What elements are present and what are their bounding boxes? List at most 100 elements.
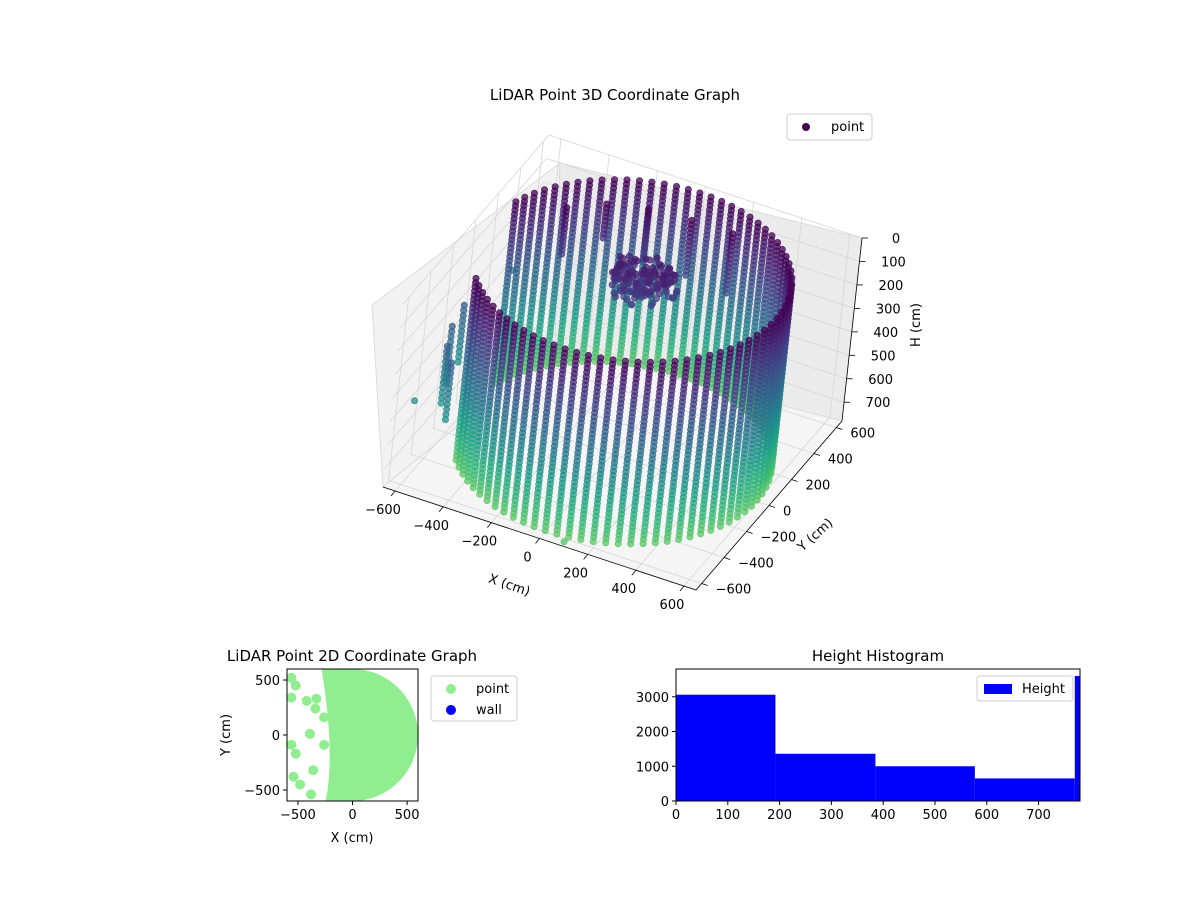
point-2d (288, 771, 299, 782)
chart-2d-title: LiDAR Point 2D Coordinate Graph (227, 647, 477, 665)
point-3d (682, 271, 690, 279)
point-3d (464, 477, 472, 485)
x-tick-label-hist: 100 (715, 808, 740, 823)
x-tick-label-2d: 500 (395, 808, 420, 823)
x-tick-label-3d: 600 (660, 598, 685, 613)
x-tick-label-3d: −400 (413, 519, 449, 534)
x-tick-label-3d: 400 (611, 582, 636, 597)
point-3d (686, 533, 694, 541)
point-3d (558, 250, 566, 258)
point-3d (476, 490, 484, 498)
x-tick-label-hist: 400 (871, 808, 896, 823)
point-3d (469, 484, 477, 492)
z-axis-label-3d: H (cm) (909, 303, 924, 347)
point-3d (599, 234, 607, 242)
y-axis-label-3d: Y (cm) (794, 516, 836, 556)
point-3d (631, 294, 639, 302)
z-tick-label-3d: 500 (871, 349, 896, 364)
legend-2d-wall-label: wall (476, 703, 502, 718)
chart-3d-title: LiDAR Point 3D Coordinate Graph (490, 86, 740, 104)
point-3d (614, 540, 622, 548)
y-tick-label-2d: 500 (255, 674, 280, 689)
point-3d (553, 530, 561, 538)
point-region-2d (321, 669, 418, 801)
histogram-bar (974, 778, 1075, 801)
z-tick-label-3d: 200 (878, 279, 903, 294)
legend-3d-point-label: point (831, 120, 864, 135)
z-tick-label-3d: 400 (873, 326, 898, 341)
point-3d (577, 535, 585, 543)
grid-y--600 (388, 297, 702, 584)
point-3d (637, 293, 645, 301)
point-3d (632, 270, 640, 278)
point-3d (663, 537, 671, 545)
y-tick-label-2d: −500 (244, 784, 280, 799)
x-tick-3d (679, 585, 685, 592)
point-2d (306, 789, 317, 800)
point-3d (623, 296, 631, 304)
point-3d (725, 518, 733, 526)
point-3d (610, 268, 618, 276)
point-3d (454, 358, 462, 366)
point-3d (589, 537, 597, 545)
y-tick-label-3d: −400 (738, 557, 774, 572)
point-3d (747, 502, 755, 510)
legend-2d-wall-marker (446, 705, 456, 715)
points-2d (287, 669, 418, 801)
point-3d (640, 362, 648, 370)
y-tick-label-hist: 3000 (636, 691, 669, 706)
y-tick-3d (701, 583, 708, 586)
point-3d (608, 281, 616, 289)
point-3d (668, 294, 676, 302)
legend-hist: Height (976, 675, 1074, 702)
point-3d (437, 399, 445, 407)
point-3d (733, 513, 741, 521)
x-tick-label-hist: 600 (974, 808, 999, 823)
point-3d (530, 523, 538, 531)
y-tick-3d (768, 505, 776, 508)
point-3d (611, 293, 619, 301)
point-3d (661, 281, 669, 289)
grid-h-0 (402, 134, 863, 305)
point-3d (667, 278, 675, 286)
y-tick-3d (836, 427, 843, 430)
point-3d (627, 540, 635, 548)
point-3d (722, 289, 730, 297)
z-tick-label-3d: 600 (868, 373, 893, 388)
point-2d (310, 703, 321, 714)
point-3d (483, 496, 491, 504)
point-3d (602, 539, 610, 547)
point-3d (509, 513, 517, 521)
point-3d (619, 282, 627, 290)
points-3d (410, 176, 796, 548)
legend-3d: point (786, 113, 873, 141)
point-3d (656, 260, 664, 268)
point-3d (625, 252, 633, 260)
y-tick-label-3d: 600 (850, 427, 875, 442)
point-3d (651, 270, 659, 278)
point-3d (647, 287, 655, 295)
x-tick-label-hist: 500 (923, 808, 948, 823)
histogram-bar (875, 766, 975, 801)
legend-2d: point wall (430, 675, 518, 722)
grid-y--200 (433, 245, 747, 532)
z-tick-label-3d: 700 (866, 396, 891, 411)
point-3d (519, 518, 527, 526)
legend-2d-point-marker (446, 684, 456, 694)
y-tick-label-3d: 200 (805, 479, 830, 494)
point-2d (287, 692, 297, 703)
point-2d (319, 712, 330, 723)
point-3d (707, 526, 715, 534)
point-3d (441, 416, 449, 424)
point-3d (500, 508, 508, 516)
point-2d (304, 728, 315, 739)
point-3d (673, 287, 681, 295)
legend-2d-point-label: point (476, 682, 509, 697)
point-3d (675, 535, 683, 543)
point-3d (616, 261, 624, 269)
x-tick-3d (438, 506, 444, 513)
point-3d (647, 301, 655, 309)
x-tick-label-hist: 700 (1026, 808, 1051, 823)
point-3d (655, 290, 663, 298)
